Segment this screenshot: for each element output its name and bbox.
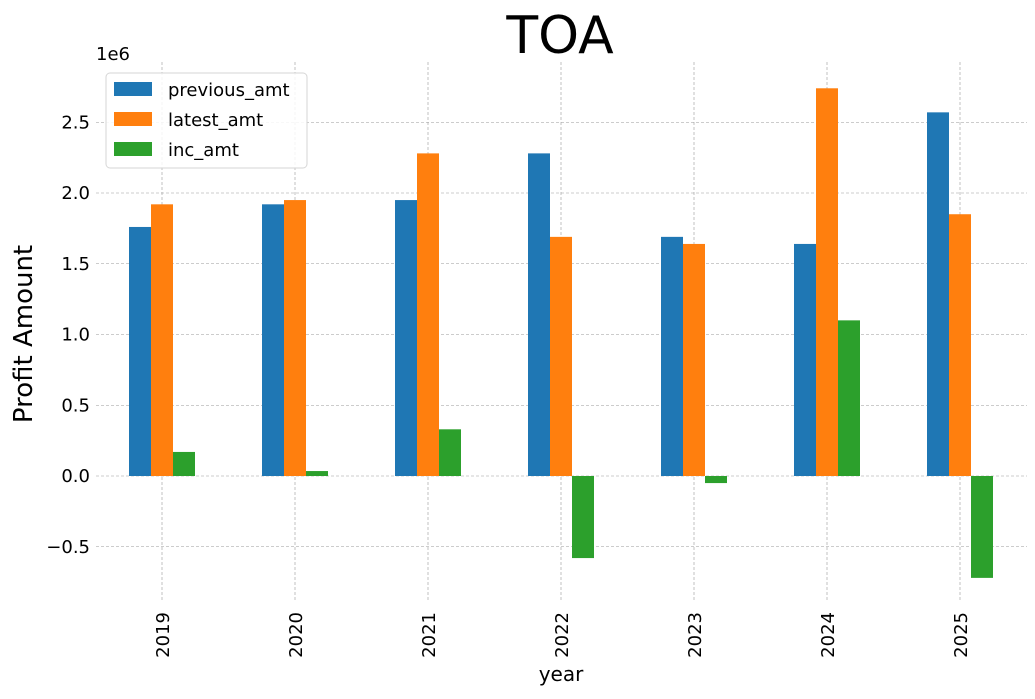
bar-previous-amt-2022 <box>528 153 550 476</box>
bar-previous-amt-2025 <box>927 112 949 476</box>
y-axis-title: Profit Amount <box>9 245 39 423</box>
bar-previous-amt-2019 <box>129 226 151 476</box>
bar-latest-amt-2020 <box>284 200 306 476</box>
axes: −0.5 0.0 0.5 1.0 1.5 2.0 2.5 2019 2020 2021 2022 20… <box>46 112 972 658</box>
bar-previous-amt-2024 <box>794 243 816 476</box>
bar-inc-amt-2022 <box>572 476 594 559</box>
bar-latest-amt-2024 <box>816 88 838 476</box>
bar-latest-amt-2023 <box>683 243 705 476</box>
bar-previous-amt-2021 <box>395 200 417 476</box>
bar-groups <box>129 88 993 578</box>
bar-previous-amt-2023 <box>661 236 683 476</box>
legend-label-latest-amt: latest_amt <box>168 110 263 131</box>
x-tick-label: 2025 <box>951 612 972 658</box>
x-tick-label: 2019 <box>153 612 174 658</box>
y-tick-label: 0.0 <box>61 466 90 487</box>
bar-inc-amt-2025 <box>971 476 993 578</box>
legend-frame <box>105 72 308 169</box>
y-offset-label: 1e6 <box>96 44 130 65</box>
x-tick-label: 2021 <box>419 612 440 658</box>
bar-latest-amt-2021 <box>417 153 439 476</box>
legend-label-previous-amt: previous_amt <box>168 80 290 101</box>
chart-title: TOA <box>505 6 614 66</box>
y-tick-label: 2.0 <box>61 183 90 204</box>
legend-swatch-inc-amt <box>114 142 152 156</box>
y-tick-label: −0.5 <box>46 537 90 558</box>
legend-swatch-previous-amt <box>114 82 152 96</box>
bar-latest-amt-2019 <box>151 204 173 476</box>
bar-inc-amt-2024 <box>838 320 860 476</box>
legend-swatch-latest-amt <box>114 112 152 126</box>
x-tick-label: 2020 <box>286 612 307 658</box>
bar-latest-amt-2022 <box>550 236 572 476</box>
bar-inc-amt-2021 <box>439 429 461 476</box>
legend-label-inc-amt: inc_amt <box>168 140 239 161</box>
bar-inc-amt-2020 <box>306 471 328 476</box>
x-axis-title: year <box>539 662 584 686</box>
x-tick-label: 2024 <box>818 612 839 658</box>
bar-previous-amt-2020 <box>262 204 284 476</box>
x-tick-label: 2023 <box>685 612 706 658</box>
bar-latest-amt-2025 <box>949 214 971 476</box>
legend: previous_amt latest_amt inc_amt <box>105 72 308 169</box>
y-tick-label: 1.5 <box>61 254 90 275</box>
y-tick-label: 1.0 <box>61 325 90 346</box>
bar-inc-amt-2019 <box>173 451 195 476</box>
y-tick-label: 0.5 <box>61 395 90 416</box>
y-tick-label: 2.5 <box>61 112 90 133</box>
bar-inc-amt-2023 <box>705 476 727 484</box>
x-tick-label: 2022 <box>552 612 573 658</box>
